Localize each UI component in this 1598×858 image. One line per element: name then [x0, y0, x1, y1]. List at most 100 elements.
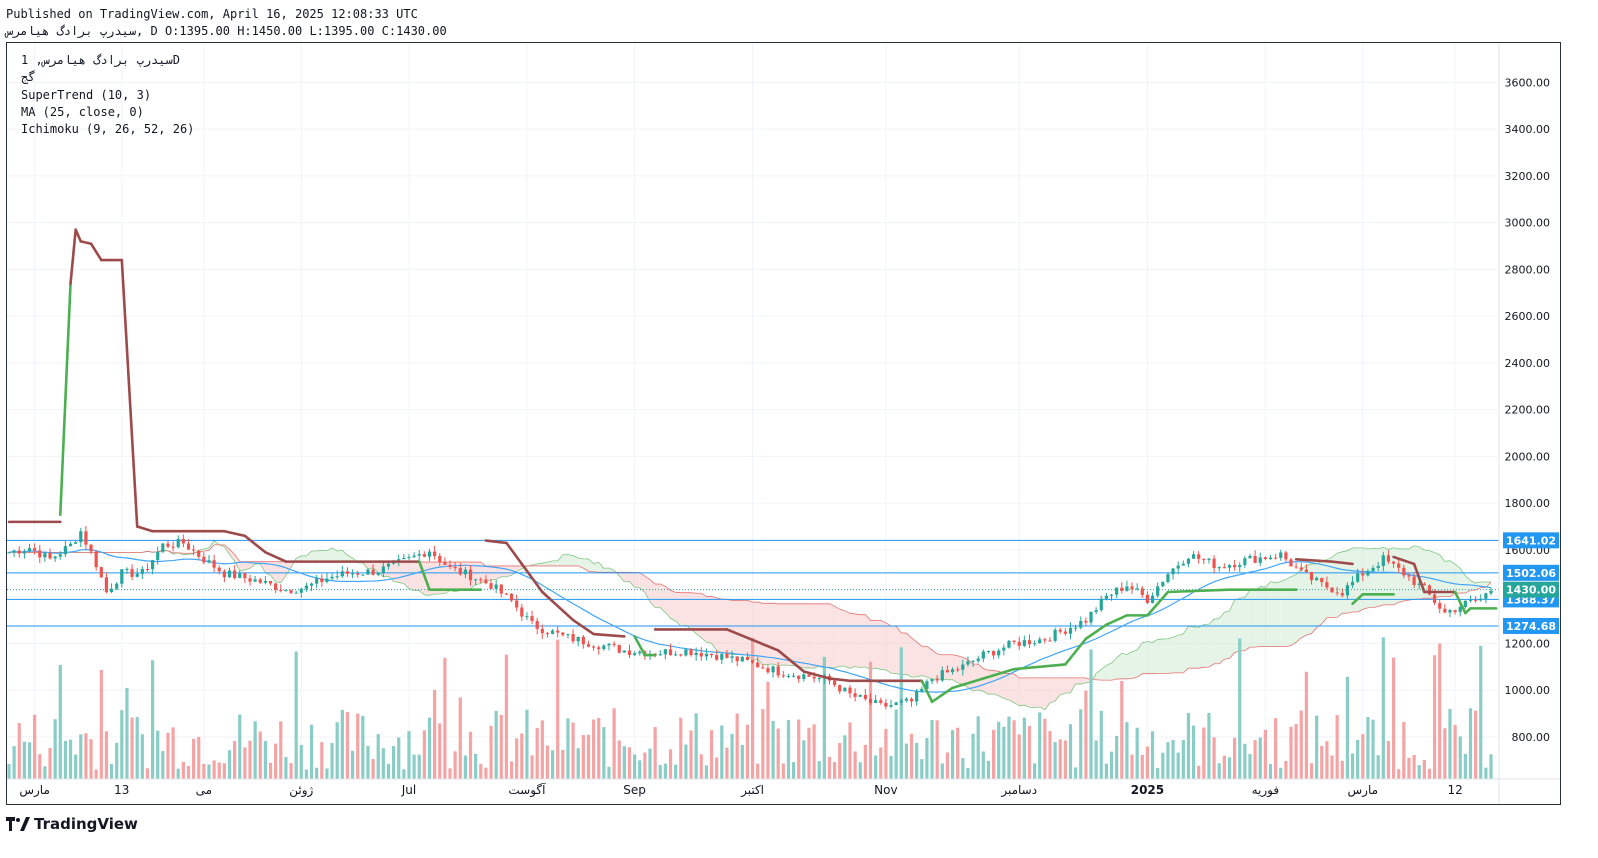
published-caption: Published on TradingView.com, April 16, …	[6, 7, 418, 21]
volume-bar	[407, 731, 411, 779]
legend-supertrend[interactable]: SuperTrend (10, 3)	[21, 88, 152, 102]
volume-bar	[253, 721, 257, 779]
level-label: 1274.68	[1506, 620, 1556, 633]
volume-bar	[89, 739, 93, 779]
candle-body	[843, 687, 847, 692]
volume-bar	[1166, 742, 1170, 779]
supertrend-segment	[135, 525, 154, 533]
ichimoku-cloud-segment	[655, 584, 661, 608]
ichimoku-cloud-segment	[675, 592, 681, 627]
volume-bar	[1027, 725, 1032, 779]
volume-bar	[945, 752, 950, 779]
chart-panel[interactable]: 800.001000.001200.001400.001600.001800.0…	[6, 42, 1561, 805]
volume-bar	[1484, 767, 1488, 779]
candle-body	[130, 568, 134, 577]
candle-body	[735, 656, 739, 662]
tradingview-brand[interactable]: TradingView	[6, 815, 138, 833]
volume-bar	[561, 750, 565, 779]
ichimoku-cloud-segment	[460, 562, 466, 591]
ichimoku-cloud-segment	[834, 606, 840, 668]
ichimoku-cloud-segment	[1152, 639, 1158, 674]
volume-bar	[12, 746, 16, 779]
volume-bar	[1443, 728, 1447, 779]
supertrend-segment	[484, 539, 508, 545]
ichimoku-cloud-segment	[219, 544, 225, 547]
supertrend-segment	[264, 550, 288, 563]
legend-ma[interactable]: MA (25, close, 0)	[21, 105, 144, 119]
candle-body	[1315, 577, 1319, 581]
volume-bar	[1232, 737, 1237, 779]
volume-bar	[884, 728, 888, 779]
ichimoku-cloud-segment	[644, 576, 651, 602]
candle-body	[258, 579, 262, 583]
candle-body	[1202, 558, 1206, 560]
volume-bar	[966, 767, 970, 779]
volume-bar	[120, 710, 124, 779]
volume-bar	[366, 745, 370, 779]
candle-body	[991, 651, 996, 656]
candle-body	[366, 569, 370, 575]
volume-bar	[1299, 710, 1303, 779]
price-chart[interactable]: 800.001000.001200.001400.001600.001800.0…	[7, 43, 1560, 804]
ichimoku-cloud-segment	[844, 610, 850, 669]
ichimoku-cloud-segment	[393, 561, 399, 583]
supertrend-segment	[1453, 590, 1467, 615]
candle-body	[274, 583, 278, 590]
candle-body	[1079, 620, 1083, 628]
volume-bar	[827, 756, 832, 779]
ichimoku-cloud-segment	[634, 572, 640, 589]
ichimoku-cloud-segment	[803, 603, 809, 669]
ichimoku-cloud-segment	[1183, 626, 1189, 673]
volume-bar	[381, 748, 385, 779]
volume-bar	[730, 733, 734, 779]
supertrend-segment	[417, 560, 431, 591]
volume-bar	[540, 720, 544, 779]
volume-bar	[550, 750, 555, 779]
ichimoku-cloud-segment	[762, 603, 768, 665]
candle-body	[48, 552, 52, 559]
candle-body	[1356, 573, 1360, 582]
volume-bar	[1448, 709, 1452, 779]
volume-bar	[956, 727, 960, 779]
candle-body	[345, 571, 350, 574]
candle-body	[330, 576, 334, 579]
legend-ichimoku[interactable]: Ichimoku (9, 26, 52, 26)	[21, 122, 195, 136]
supertrend-segment	[1105, 614, 1129, 627]
candle-body	[1063, 631, 1067, 634]
candle-body	[791, 675, 796, 677]
candle-body	[807, 674, 811, 677]
y-tick-label: 2000.00	[1505, 450, 1551, 463]
candle-body	[1084, 620, 1088, 623]
volume-bar	[1053, 742, 1057, 779]
candle-body	[1125, 586, 1129, 591]
candle-body	[720, 653, 724, 660]
ichimoku-cloud-segment	[598, 562, 604, 573]
volume-bar	[1474, 710, 1478, 779]
candle-body	[202, 556, 206, 563]
ichimoku-cloud-segment	[429, 562, 435, 596]
ichimoku-cloud-segment	[1121, 653, 1127, 679]
candle-body	[140, 569, 144, 574]
candle-body	[171, 546, 175, 548]
candle-body	[38, 550, 42, 558]
ichimoku-cloud-segment	[1208, 619, 1215, 668]
supertrend-segment	[802, 670, 831, 680]
candle-body	[597, 647, 601, 650]
volume-bar	[1115, 735, 1119, 779]
volume-bar	[284, 757, 288, 779]
candle-body	[540, 628, 544, 634]
y-tick-label: 800.00	[1512, 731, 1551, 744]
ichimoku-cloud-segment	[706, 596, 712, 644]
supertrend-segment	[1064, 637, 1088, 666]
volume-bar	[674, 764, 678, 779]
volume-bar	[1489, 754, 1493, 779]
ichimoku-span-b	[9, 544, 1492, 681]
x-tick-label: Nov	[874, 783, 897, 797]
volume-bar	[412, 754, 416, 779]
candle-body	[1058, 629, 1062, 632]
volume-bar	[1120, 680, 1124, 779]
volume-bar	[1376, 755, 1380, 779]
volume-bar	[335, 722, 339, 779]
volume-bar	[1176, 752, 1180, 779]
candle-body	[1033, 643, 1037, 645]
